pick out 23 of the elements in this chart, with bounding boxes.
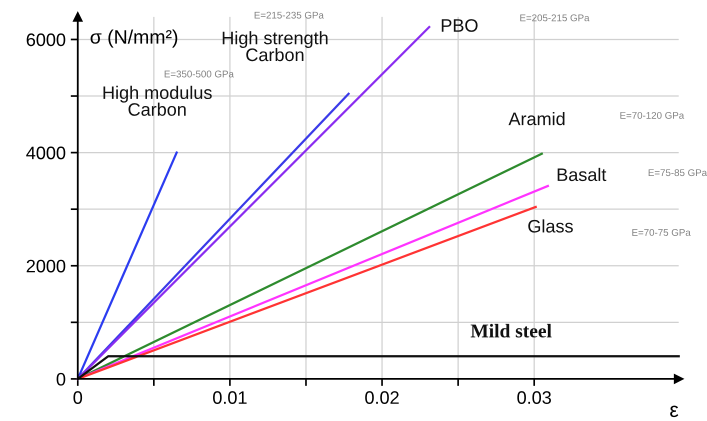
x-tick-label: 0.02 [365, 391, 399, 404]
x-tick-label: 0 [73, 391, 82, 404]
x-tick-label: 0.01 [213, 391, 247, 404]
y-tick-label: 6000 [26, 33, 66, 46]
annotation: E=70-75 GPa [632, 229, 691, 236]
annotation: E=75-85 GPa [648, 169, 707, 176]
series-label: Mild steel [470, 324, 552, 338]
text: High modulus Carbon [104, 86, 212, 116]
x-axis-title: ε [670, 406, 678, 418]
annotation: E=205-215 GPa [520, 14, 590, 22]
annotation: E=70-120 GPa [620, 112, 684, 119]
annotation: E=350-500 GPa [164, 70, 234, 78]
series-label: Aramid [508, 112, 564, 126]
y-tick-label: 2000 [26, 260, 66, 272]
text: High strength Carbon [222, 31, 328, 62]
annotation: E=215-235 GPa [254, 12, 324, 19]
series-label: PBO [442, 19, 478, 32]
y-tick-label: 4000 [26, 146, 66, 160]
series-label: Glass [528, 219, 573, 233]
series-label: Basalt [558, 168, 606, 182]
x-tick-label: 0.03 [517, 391, 551, 404]
y-tick-label: 0 [56, 372, 66, 386]
y-axis-title: σ (N/mm²) [90, 30, 178, 48]
